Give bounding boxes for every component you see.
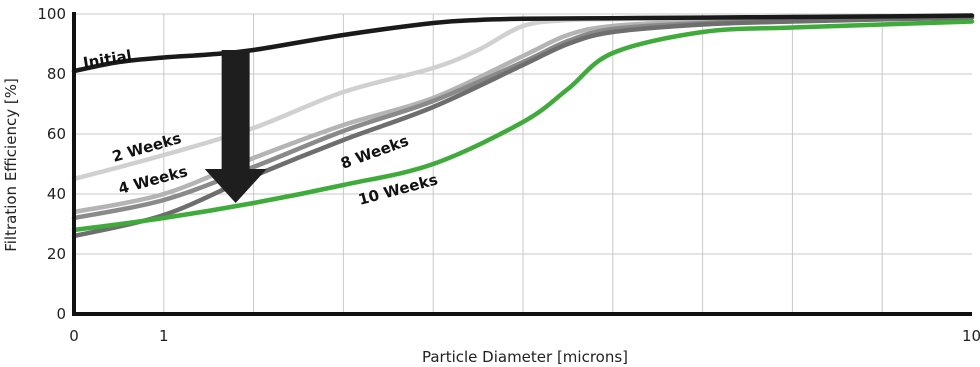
- series-line-10-weeks: [71, 19, 975, 233]
- x-tick-label: 1: [159, 327, 169, 345]
- series-label-10-weeks: 10 Weeks: [356, 170, 439, 208]
- series-label-4-weeks: 4 Weeks: [116, 162, 189, 198]
- x-axis-title: Particle Diameter [microns]: [422, 348, 628, 366]
- series-label-initial: Initial: [82, 47, 133, 72]
- y-tick-label: 80: [47, 65, 66, 83]
- x-tick-label: 10: [962, 327, 980, 345]
- efficiency-drop-arrow: [204, 50, 267, 203]
- grid: [74, 13, 972, 314]
- series-line-initial: [71, 13, 975, 74]
- y-tick-label: 20: [47, 245, 66, 263]
- x-tick-label: 0: [69, 327, 79, 345]
- y-tick-label: 0: [56, 305, 66, 323]
- axes: [72, 12, 972, 316]
- arrow-shape: [204, 50, 267, 203]
- tick-labels: 0 20 40 60 80 100 0 1 10: [37, 5, 980, 345]
- y-axis-title: Filtration Efficiency [%]: [2, 78, 20, 252]
- y-tick-label: 60: [47, 125, 66, 143]
- y-tick-label: 40: [47, 185, 66, 203]
- y-tick-label: 100: [37, 5, 66, 23]
